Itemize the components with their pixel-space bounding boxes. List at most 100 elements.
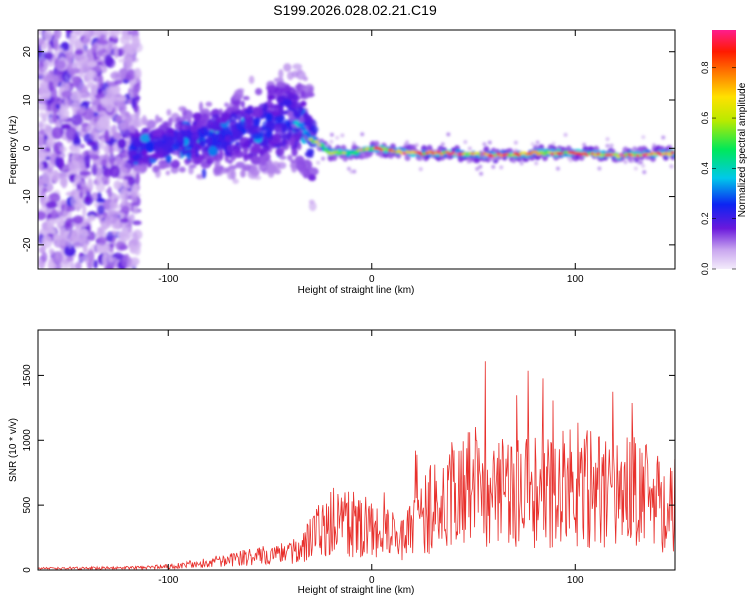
spectrogram-cell [239, 137, 251, 148]
spectrogram-cell [316, 142, 321, 147]
spectrogram-cell [56, 173, 61, 180]
spectrogram-cell [82, 36, 93, 46]
spectrogram-cell [56, 234, 67, 247]
spectrogram-cell [139, 142, 145, 151]
spectrogram-cell [101, 165, 109, 176]
spectrogram-cell [352, 169, 357, 174]
spectrogram-cell [286, 71, 294, 81]
spectrogram-cell [306, 153, 313, 159]
spectrogram-cell [91, 163, 98, 176]
spectrogram-cell [133, 165, 141, 172]
spectrogram-cell [168, 117, 173, 128]
spectrogram-cell [133, 205, 139, 215]
spectrogram-cell [84, 70, 97, 80]
spectrogram-cell [53, 40, 59, 51]
spectrogram-cell [669, 164, 674, 169]
spectrogram-cell [267, 94, 276, 101]
spectrogram-cell [325, 149, 331, 153]
spectrogram-cell [114, 73, 122, 79]
spectrogram-cell [258, 161, 268, 172]
spectrogram-x-ticks: -100 0 100 [158, 30, 584, 285]
spectrogram-cell [166, 108, 172, 116]
spectrogram-cell [105, 57, 116, 69]
spectrogram-cell [121, 205, 130, 214]
spectrogram-cell [90, 85, 98, 97]
spectrogram-cell [54, 156, 61, 168]
spectrogram-y-tick-label: 20 [22, 46, 33, 58]
spectrogram-cell [188, 165, 194, 175]
spectrogram-cell [250, 168, 261, 177]
spectrogram-cell [165, 154, 172, 164]
spectrogram-cell [109, 135, 115, 147]
spectrogram-cell [38, 149, 46, 164]
spectrogram-cell [199, 140, 206, 147]
spectrogram-cell [82, 196, 91, 202]
spectrogram-cell [55, 103, 60, 110]
spectrogram-cell [59, 146, 68, 153]
spectrogram-cell [172, 160, 179, 166]
spectrogram-cell [192, 112, 202, 121]
spectrogram-cell [226, 144, 232, 153]
spectrogram-cell [506, 149, 511, 154]
snr-x-ticks: -100 0 100 [158, 330, 584, 586]
spectrogram-cell [291, 147, 298, 157]
spectrogram-cell [534, 161, 539, 166]
spectrogram-cell [74, 143, 80, 151]
spectrogram-cell [73, 215, 84, 225]
spectrogram-cell [228, 165, 238, 170]
snr-x-tick-label: -100 [158, 575, 178, 586]
spectrogram-cell [287, 154, 293, 161]
spectrogram-cell [196, 174, 202, 179]
spectrogram-cell [95, 181, 106, 193]
spectrogram-cell [295, 160, 306, 171]
spectrogram-cell [321, 156, 326, 161]
spectrogram-cell [324, 143, 329, 148]
spectrogram-cell [38, 129, 46, 138]
spectrogram-cell [38, 246, 46, 254]
spectrogram-cell [104, 129, 110, 143]
spectrogram-cell [126, 69, 136, 81]
spectrogram-cell [296, 68, 303, 74]
spectrogram-cell [148, 132, 154, 140]
spectrogram-cell [652, 143, 657, 148]
spectrogram-cell [194, 151, 200, 158]
spectrogram-cell [82, 242, 88, 254]
spectrogram-cell [203, 150, 209, 160]
spectrogram-cell [226, 124, 231, 136]
spectrogram-cell [582, 142, 587, 147]
spectrogram-cell [131, 97, 137, 109]
spectrogram-cell [633, 166, 638, 171]
spectrogram-cell [238, 120, 246, 130]
spectrogram-cell [535, 140, 540, 145]
spectrogram-cell [44, 93, 51, 100]
spectrogram-cell [230, 154, 236, 162]
spectrogram-cell [78, 229, 90, 238]
spectrogram-x-tick-label: -100 [158, 274, 178, 285]
spectrogram-cell [59, 199, 67, 205]
spectrogram-cell [641, 135, 646, 140]
spectrogram-y-tick-label: -20 [22, 237, 33, 252]
spectrogram-cell [309, 125, 319, 134]
spectrogram-cell [281, 137, 287, 148]
spectrogram-cell [265, 131, 272, 139]
spectrogram-cell [151, 129, 163, 137]
spectrogram-cell [351, 141, 356, 146]
spectrogram-cell [131, 42, 143, 53]
spectrogram-cell [533, 150, 539, 154]
spectrogram-cell [273, 77, 284, 83]
spectrogram-cell [161, 133, 167, 145]
spectrogram-cell [63, 203, 68, 212]
spectrogram-cell [100, 219, 111, 229]
spectrogram-cell [140, 133, 151, 143]
spectrogram-cell [128, 125, 136, 133]
spectrogram-cell [482, 142, 487, 147]
spectrogram-cell [127, 150, 137, 157]
spectrogram-cell [145, 141, 154, 153]
spectrogram-cell [364, 154, 369, 159]
spectrogram-cell [234, 129, 244, 141]
spectrogram-y-tick-label: 0 [22, 145, 33, 151]
spectrogram-cell [81, 85, 89, 94]
spectrogram-cell [661, 135, 666, 140]
spectrogram-cell [303, 111, 309, 123]
